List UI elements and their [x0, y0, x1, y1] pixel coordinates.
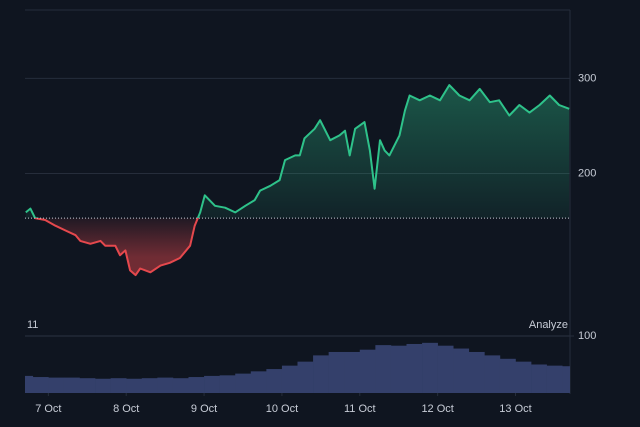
volume-bar — [157, 377, 174, 393]
area — [25, 85, 570, 276]
volume-bar — [344, 351, 361, 393]
volume-bar — [562, 366, 570, 393]
volume-bar — [126, 378, 143, 393]
annotation: 11 — [27, 319, 38, 331]
x-tick-label: 12 Oct — [421, 403, 453, 415]
volume-bar — [515, 361, 532, 393]
volume-bar — [297, 361, 314, 393]
volume-bar — [499, 358, 516, 393]
x-tick-label: 13 Oct — [499, 403, 531, 415]
volume-bar — [313, 355, 329, 393]
volume-bar — [359, 349, 376, 393]
volume-bar — [204, 375, 220, 393]
volume-bar — [219, 375, 236, 393]
x-tick-label: 7 Oct — [35, 403, 61, 415]
volume-bar — [266, 369, 283, 393]
volume-bar — [375, 345, 392, 393]
y-tick-label: 200 — [578, 167, 596, 179]
frame — [25, 9, 571, 394]
volume-bar — [110, 378, 127, 393]
volume-bar — [25, 375, 34, 393]
volume-bar — [406, 343, 423, 393]
x-tick-label: 11 Oct — [344, 403, 376, 415]
volume-bar — [531, 364, 547, 393]
volume-bar — [437, 345, 454, 393]
volume-bar — [79, 378, 96, 393]
volume-bar — [95, 378, 111, 393]
volume-bar — [235, 373, 252, 393]
volume-bar — [48, 377, 65, 393]
y-tick-label: 100 — [578, 330, 596, 342]
volume-bar — [281, 365, 298, 393]
x-tick-label: 9 Oct — [191, 403, 217, 415]
volume-bar — [141, 378, 158, 393]
volume-bar — [328, 351, 345, 393]
volume-bar — [453, 348, 470, 393]
volume-bar — [32, 377, 49, 393]
x-tick-label: 8 Oct — [113, 403, 139, 415]
annotation: Analyze — [529, 319, 568, 331]
y-tick-label: 300 — [578, 72, 596, 84]
volume-bar — [484, 355, 501, 393]
price-line — [25, 84, 570, 277]
volume-bar — [172, 378, 189, 393]
volume-bar — [422, 342, 438, 393]
volume-bar — [468, 351, 485, 393]
volume-bar — [63, 377, 80, 393]
x-tick-label: 10 Oct — [266, 403, 298, 415]
volume-bar — [546, 365, 563, 393]
volume-bar — [390, 345, 407, 393]
volume-bar — [188, 377, 205, 393]
volume-bar — [250, 371, 267, 393]
